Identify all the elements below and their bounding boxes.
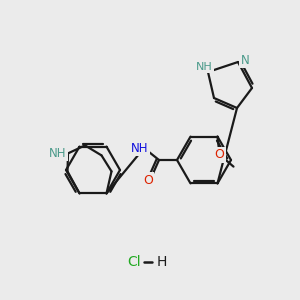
Text: Cl: Cl bbox=[127, 255, 141, 269]
Text: O: O bbox=[214, 148, 224, 161]
Text: NH: NH bbox=[131, 142, 149, 154]
Text: O: O bbox=[143, 173, 153, 187]
Text: H: H bbox=[157, 255, 167, 269]
Text: N: N bbox=[241, 53, 249, 67]
Text: NH: NH bbox=[196, 62, 212, 72]
Text: NH: NH bbox=[49, 147, 67, 160]
